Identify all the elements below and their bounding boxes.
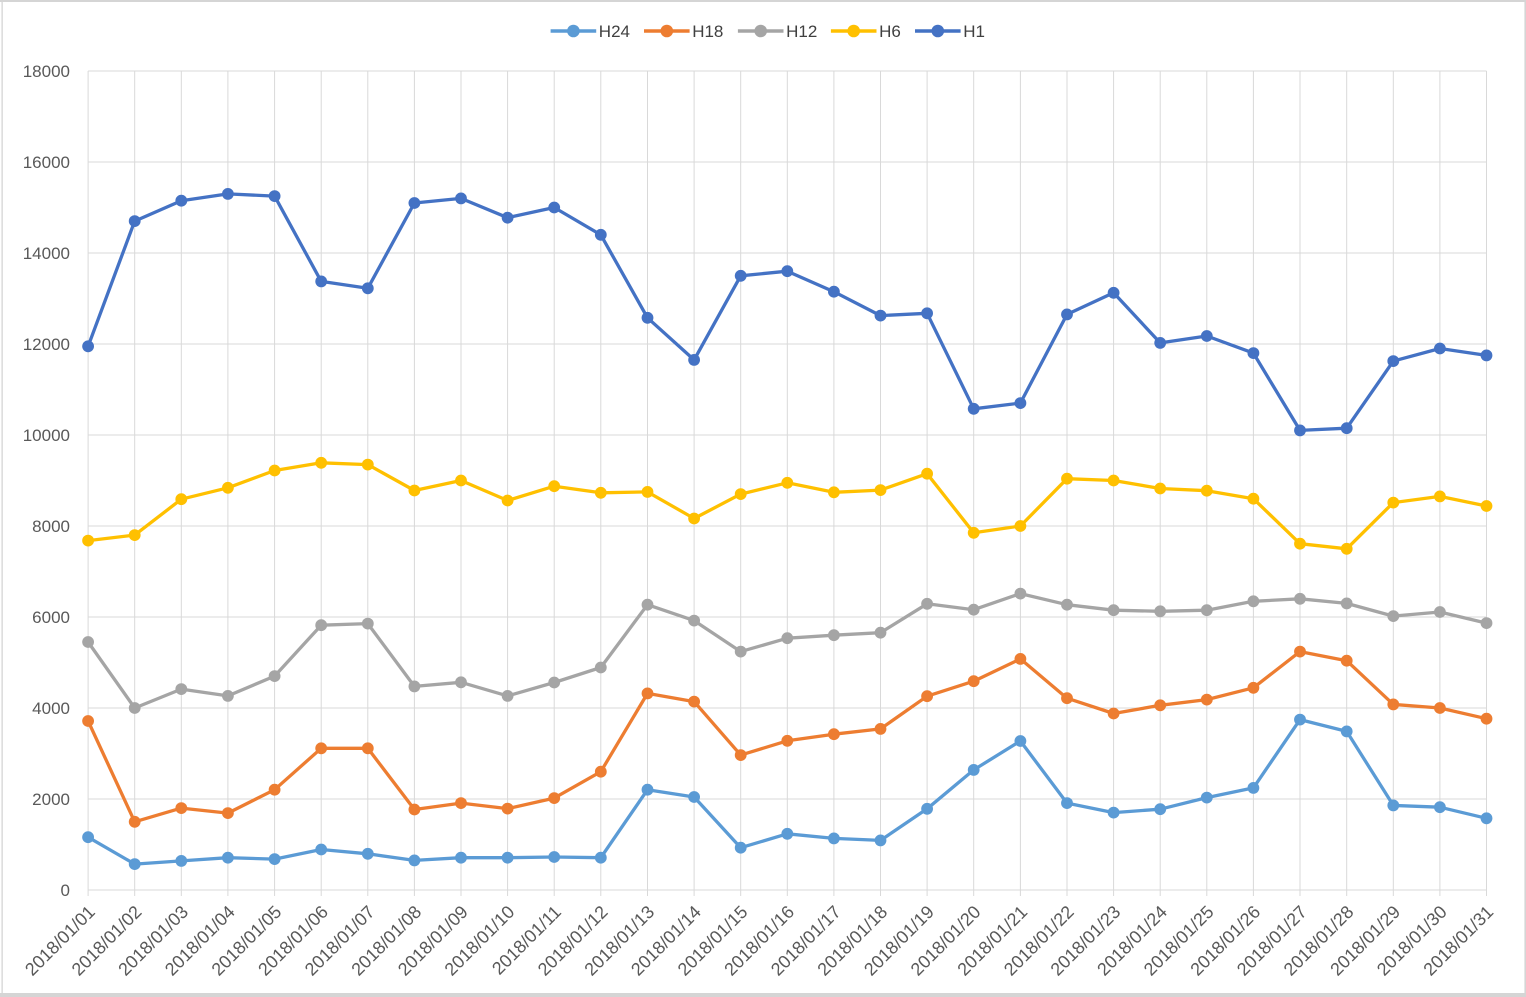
svg-text:H24: H24 xyxy=(599,22,630,41)
svg-text:18000: 18000 xyxy=(23,62,70,81)
svg-text:H18: H18 xyxy=(692,22,723,41)
svg-text:14000: 14000 xyxy=(23,244,70,263)
svg-text:8000: 8000 xyxy=(32,517,70,536)
svg-text:H12: H12 xyxy=(786,22,817,41)
svg-text:2000: 2000 xyxy=(32,790,70,809)
svg-text:6000: 6000 xyxy=(32,608,70,627)
svg-text:4000: 4000 xyxy=(32,699,70,718)
svg-text:10000: 10000 xyxy=(23,426,70,445)
svg-text:H6: H6 xyxy=(879,22,901,41)
svg-text:0: 0 xyxy=(61,881,70,900)
svg-text:H1: H1 xyxy=(963,22,985,41)
svg-text:16000: 16000 xyxy=(23,153,70,172)
svg-text:12000: 12000 xyxy=(23,335,70,354)
